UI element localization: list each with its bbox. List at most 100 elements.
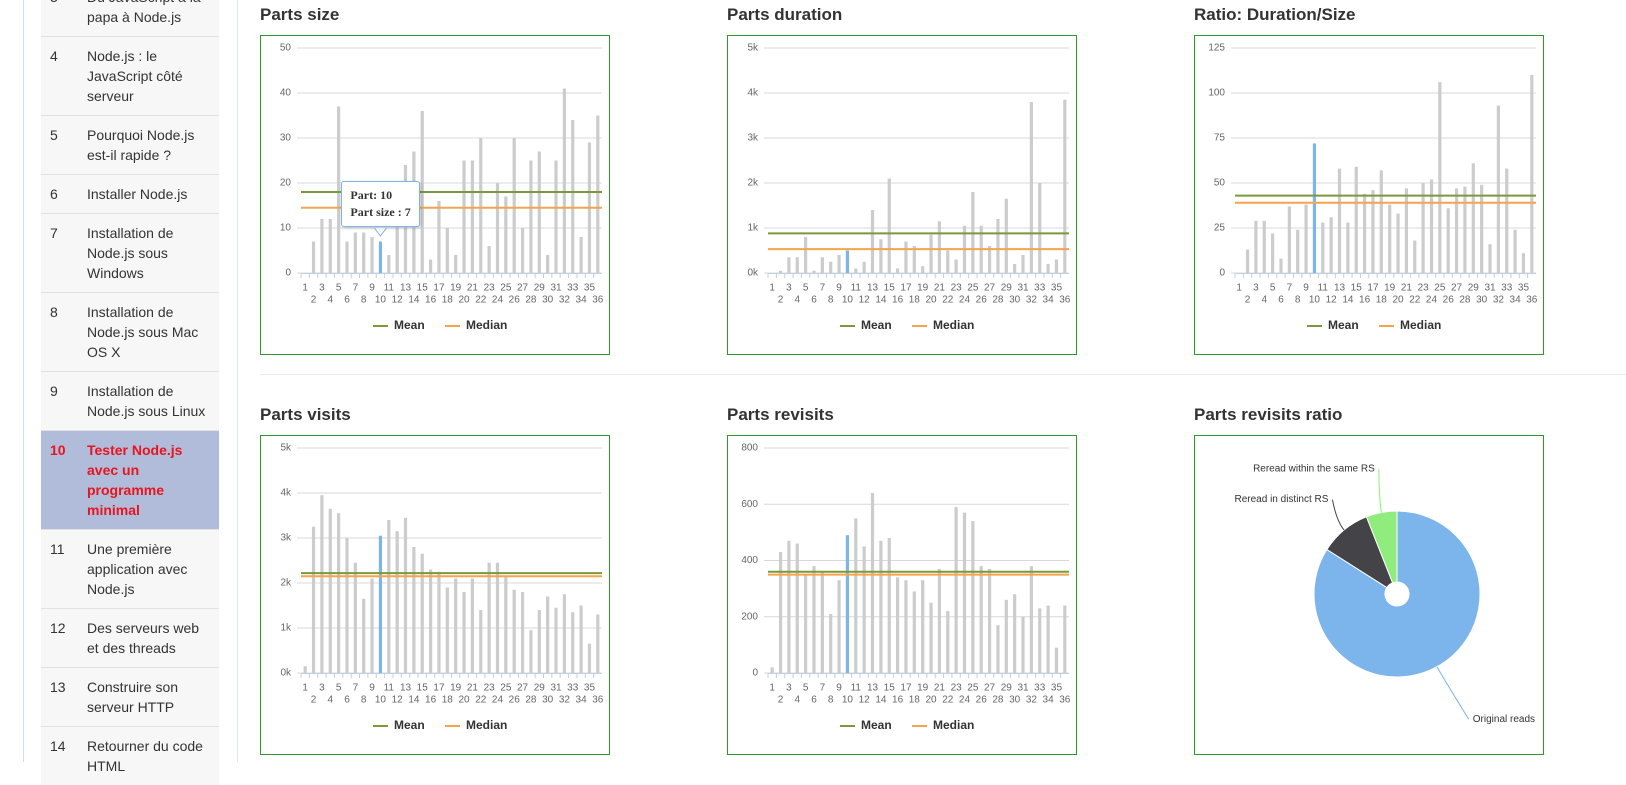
x-tick-label: 14 bbox=[408, 295, 420, 306]
x-tick-label: 3 bbox=[319, 683, 325, 694]
bar bbox=[1505, 168, 1509, 273]
x-tick-label: 8 bbox=[1295, 295, 1301, 306]
chart-title: Parts revisits ratio bbox=[1194, 405, 1343, 424]
item-title: Installer Node.js bbox=[87, 186, 188, 202]
legend-label[interactable]: Median bbox=[933, 318, 974, 332]
item-title: Installation de Node.js sous Mac OS X bbox=[87, 304, 199, 360]
x-tick-label: 5 bbox=[803, 283, 809, 294]
legend-label[interactable]: Mean bbox=[394, 318, 425, 332]
x-tick-label: 10 bbox=[842, 295, 854, 306]
bar bbox=[562, 88, 566, 273]
bar bbox=[879, 239, 883, 273]
menu-item[interactable]: 8 Installation de Node.js sous Mac OS X bbox=[41, 292, 219, 371]
x-tick-label: 1 bbox=[1236, 283, 1242, 294]
y-tick-label: 5k bbox=[747, 43, 759, 54]
x-tick-label: 8 bbox=[828, 695, 834, 706]
bar bbox=[812, 270, 816, 273]
x-tick-label: 19 bbox=[1384, 283, 1396, 294]
item-number: 14 bbox=[50, 738, 66, 754]
x-tick-label: 34 bbox=[1043, 695, 1055, 706]
x-tick-label: 31 bbox=[550, 683, 562, 694]
bar bbox=[829, 261, 833, 273]
bar bbox=[795, 543, 799, 673]
menu-item[interactable]: 13 Construire son serveur HTTP bbox=[41, 667, 219, 726]
bar bbox=[912, 246, 916, 273]
bar bbox=[787, 257, 791, 273]
x-tick-label: 25 bbox=[967, 683, 979, 694]
item-number: 5 bbox=[50, 127, 58, 143]
bar bbox=[1521, 253, 1526, 273]
x-tick-label: 22 bbox=[475, 295, 487, 306]
x-tick-label: 8 bbox=[828, 295, 834, 306]
bar bbox=[1329, 217, 1333, 273]
x-tick-label: 15 bbox=[417, 683, 429, 694]
bar bbox=[770, 667, 774, 673]
bar bbox=[804, 237, 808, 273]
bar bbox=[1279, 258, 1283, 273]
legend-label[interactable]: Median bbox=[933, 718, 974, 732]
x-tick-label: 29 bbox=[1468, 283, 1480, 294]
menu-item[interactable]: 11 Une première application avec Node.js bbox=[41, 529, 219, 608]
bar bbox=[320, 495, 324, 673]
bar bbox=[946, 250, 950, 273]
chart-panel: Ratio: Duration/Size 0 25 50 75 100 125 1 2 3 4 5 6 7… bbox=[1194, 5, 1544, 355]
bar bbox=[554, 607, 558, 673]
menu-item[interactable]: 12 Des serveurs web et des threads bbox=[41, 608, 219, 667]
bar bbox=[954, 507, 958, 673]
menu-item[interactable]: 14 Retourner du code HTML bbox=[41, 726, 219, 785]
legend-label[interactable]: Mean bbox=[394, 718, 425, 732]
item-number: 12 bbox=[50, 620, 66, 636]
chart-title: Parts revisits bbox=[727, 405, 834, 424]
menu-item[interactable]: 3Du JavaScript à la papa à Node.js bbox=[41, 0, 219, 36]
x-tick-label: 22 bbox=[475, 695, 487, 706]
x-tick-label: 24 bbox=[492, 295, 504, 306]
bar bbox=[529, 160, 533, 273]
x-tick-label: 31 bbox=[1017, 283, 1029, 294]
item-number: 6 bbox=[50, 186, 58, 202]
x-tick-label: 24 bbox=[959, 695, 971, 706]
menu-item[interactable]: 4 Node.js : le JavaScript côté serveur bbox=[41, 36, 219, 115]
legend-label[interactable]: Mean bbox=[1328, 318, 1359, 332]
menu-item[interactable]: 5 Pourquoi Node.js est-il rapide ? bbox=[41, 115, 219, 174]
legend-label[interactable]: Mean bbox=[861, 718, 892, 732]
menu-item[interactable]: 7 Installation de Node.js sous Windows bbox=[41, 213, 219, 292]
x-tick-label: 9 bbox=[369, 683, 375, 694]
x-tick-label: 21 bbox=[467, 683, 479, 694]
x-tick-label: 17 bbox=[900, 683, 912, 694]
menu-item[interactable]: 10 Tester Node.js avec un programme minim… bbox=[41, 430, 219, 529]
separator bbox=[260, 374, 1626, 375]
x-tick-label: 23 bbox=[951, 683, 963, 694]
x-tick-label: 5 bbox=[336, 283, 342, 294]
x-tick-label: 6 bbox=[811, 695, 817, 706]
legend-label[interactable]: Median bbox=[1400, 318, 1441, 332]
bar bbox=[787, 540, 791, 673]
x-tick-label: 32 bbox=[1026, 695, 1038, 706]
bar bbox=[571, 120, 575, 273]
x-tick-label: 2 bbox=[311, 295, 317, 306]
bar bbox=[1530, 75, 1534, 273]
bar bbox=[1354, 166, 1358, 273]
legend-label[interactable]: Median bbox=[466, 318, 507, 332]
y-tick-label: 10 bbox=[280, 223, 292, 234]
menu-item[interactable]: 9 Installation de Node.js sous Linux bbox=[41, 371, 219, 430]
y-tick-label: 100 bbox=[1208, 88, 1225, 99]
bar bbox=[311, 526, 316, 673]
bar bbox=[987, 246, 992, 273]
bar bbox=[387, 255, 391, 273]
x-tick-label: 36 bbox=[1059, 695, 1071, 706]
bar bbox=[1454, 188, 1459, 273]
x-tick-label: 16 bbox=[892, 695, 904, 706]
menu-item[interactable]: 6 Installer Node.js bbox=[41, 174, 219, 213]
legend-label[interactable]: Mean bbox=[861, 318, 892, 332]
x-tick-label: 12 bbox=[859, 295, 871, 306]
bar bbox=[454, 578, 458, 673]
slice-label: Original reads bbox=[1473, 714, 1535, 725]
x-tick-label: 8 bbox=[361, 295, 367, 306]
bar bbox=[895, 268, 900, 273]
y-tick-label: 40 bbox=[280, 88, 292, 99]
bar bbox=[1287, 206, 1291, 273]
legend-label[interactable]: Median bbox=[466, 718, 507, 732]
x-tick-label: 3 bbox=[319, 283, 325, 294]
bar bbox=[454, 255, 458, 273]
bar bbox=[311, 241, 316, 273]
